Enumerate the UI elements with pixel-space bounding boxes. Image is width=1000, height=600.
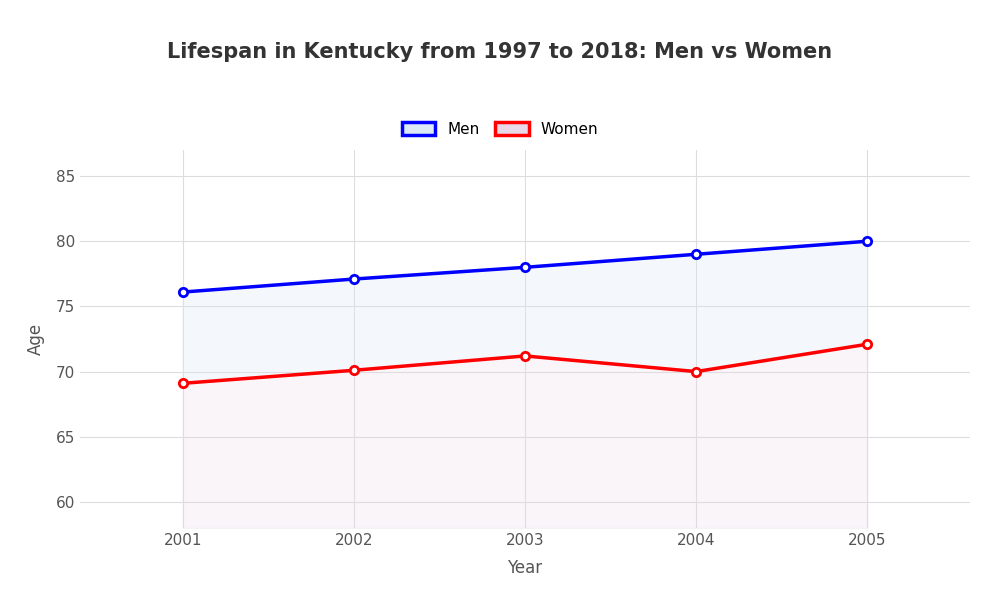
Text: Lifespan in Kentucky from 1997 to 2018: Men vs Women: Lifespan in Kentucky from 1997 to 2018: … xyxy=(167,42,833,62)
X-axis label: Year: Year xyxy=(507,559,543,577)
Legend: Men, Women: Men, Women xyxy=(395,116,605,143)
Y-axis label: Age: Age xyxy=(27,323,45,355)
